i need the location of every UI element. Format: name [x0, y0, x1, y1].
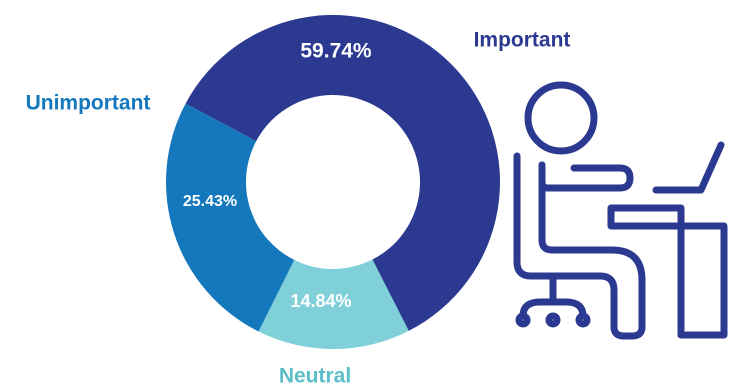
donut-slices	[165, 15, 501, 349]
slice-unimportant	[165, 103, 295, 332]
person-at-desk-icon	[513, 81, 728, 340]
slice-neutral	[258, 259, 409, 349]
percent-label-unimportant: 25.43%	[183, 193, 237, 210]
category-labels: Important Neutral Unimportant	[26, 29, 571, 388]
slice-important	[185, 15, 501, 331]
percent-label-neutral: 14.84%	[290, 291, 351, 311]
category-label-neutral: Neutral	[279, 365, 351, 388]
percent-label-important: 59.74%	[300, 40, 372, 63]
slice-percent-labels: 59.74% 14.84% 25.43%	[183, 40, 372, 311]
category-label-important: Important	[474, 29, 571, 52]
category-label-unimportant: Unimportant	[26, 92, 151, 115]
